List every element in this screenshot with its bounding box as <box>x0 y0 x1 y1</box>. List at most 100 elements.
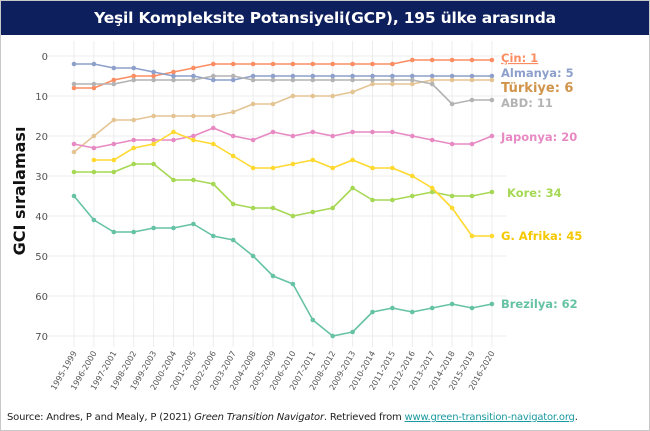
series-5 <box>71 161 495 219</box>
y-tick-label: 70 <box>35 332 48 343</box>
source-link[interactable]: www.green-transition-navigator.org <box>404 412 575 423</box>
data-point <box>111 65 117 71</box>
data-point <box>469 73 475 79</box>
series-0 <box>71 57 495 91</box>
data-point <box>350 73 355 79</box>
data-point <box>151 113 156 119</box>
data-point <box>211 61 216 67</box>
series-end-label: ABD: 11 <box>501 96 553 110</box>
data-point <box>171 73 176 79</box>
data-point <box>330 61 336 67</box>
data-point <box>230 201 236 207</box>
data-point <box>230 77 236 83</box>
data-point <box>489 301 495 307</box>
data-point <box>290 73 296 79</box>
data-point <box>71 61 77 67</box>
data-point <box>91 81 97 87</box>
series-line <box>74 63 492 81</box>
data-point <box>469 193 475 199</box>
data-point <box>370 129 375 135</box>
data-point <box>330 165 336 171</box>
data-point <box>429 185 435 191</box>
data-point <box>211 113 216 119</box>
data-point <box>250 77 256 83</box>
data-point <box>111 117 117 123</box>
data-point <box>350 77 355 83</box>
series-end-label: Türkiye: 6 <box>501 81 573 96</box>
data-point <box>469 305 475 311</box>
series-7 <box>71 193 495 339</box>
data-point <box>171 177 176 183</box>
series-line <box>73 79 492 153</box>
data-point <box>370 309 375 315</box>
series-3 <box>71 73 495 107</box>
data-point <box>390 129 395 135</box>
data-point <box>111 141 117 147</box>
series-6 <box>91 129 495 239</box>
data-point <box>91 61 97 67</box>
data-point <box>429 305 435 311</box>
data-point <box>390 61 395 67</box>
data-point <box>370 165 375 171</box>
data-point <box>410 309 415 315</box>
data-point <box>410 193 415 199</box>
data-point <box>310 157 316 163</box>
data-point <box>449 205 455 211</box>
y-axis-ticks: 0 10 20 30 40 50 60 70 <box>35 52 48 343</box>
data-point <box>270 165 276 171</box>
data-point <box>429 137 435 143</box>
series-end-label: Almanya: 5 <box>501 66 574 80</box>
data-point <box>171 77 176 83</box>
data-point <box>489 73 495 79</box>
data-point <box>310 209 316 215</box>
footer-work-title: Green Transition Navigator <box>194 412 324 423</box>
data-point <box>449 77 455 83</box>
data-point <box>151 73 156 79</box>
data-point <box>350 89 355 95</box>
data-point <box>429 73 435 79</box>
data-point <box>191 221 196 227</box>
data-point <box>350 61 355 67</box>
data-point <box>191 177 196 183</box>
data-point <box>310 61 316 67</box>
data-point <box>350 129 355 135</box>
data-point <box>290 77 296 83</box>
data-point <box>449 301 455 307</box>
chart-title: Yeşil Kompleksite Potansiyeli(GCP), 195 … <box>1 1 649 35</box>
data-point <box>489 77 495 83</box>
data-point <box>390 305 395 311</box>
y-axis-label: GCI sıralaması <box>10 127 29 256</box>
data-point <box>131 229 136 235</box>
data-point <box>171 69 176 75</box>
data-point <box>211 141 216 147</box>
data-point <box>270 61 276 67</box>
data-point <box>350 329 355 335</box>
data-point <box>429 81 435 87</box>
data-point <box>171 129 176 135</box>
data-point <box>230 61 236 67</box>
data-point <box>370 81 375 87</box>
data-point <box>131 73 136 79</box>
data-point <box>310 77 316 83</box>
data-point <box>250 61 256 67</box>
data-point <box>350 157 355 163</box>
data-point <box>390 197 395 203</box>
data-point <box>310 129 316 135</box>
data-point <box>171 113 176 119</box>
series-end-label: Kore: 34 <box>507 186 562 200</box>
data-point <box>410 57 415 63</box>
data-point <box>489 189 495 195</box>
y-tick-label: 0 <box>42 52 48 63</box>
data-point <box>91 145 97 151</box>
data-point <box>230 109 236 115</box>
data-point <box>211 181 216 187</box>
data-point <box>390 73 395 79</box>
series-line <box>74 163 493 217</box>
data-point <box>131 137 136 143</box>
data-point <box>270 273 276 279</box>
data-point <box>390 77 395 83</box>
data-point <box>330 205 336 211</box>
footer-middle: . Retrieved from <box>323 412 405 423</box>
